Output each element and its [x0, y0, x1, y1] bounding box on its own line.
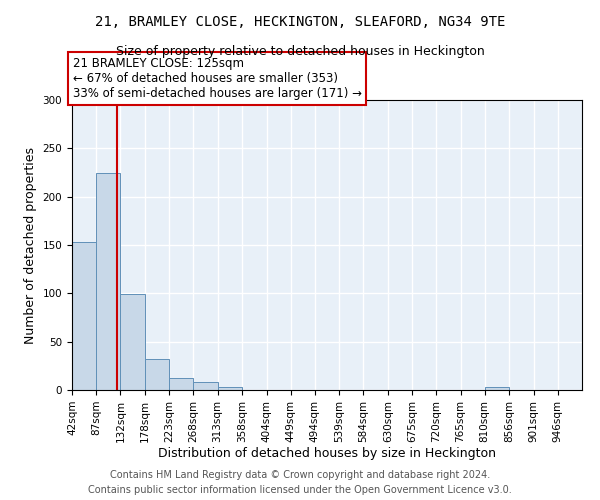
Bar: [218, 387, 242, 390]
Text: Contains public sector information licensed under the Open Government Licence v3: Contains public sector information licen…: [88, 485, 512, 495]
Text: 21 BRAMLEY CLOSE: 125sqm
← 67% of detached houses are smaller (353)
33% of semi-: 21 BRAMLEY CLOSE: 125sqm ← 67% of detach…: [73, 57, 362, 100]
Bar: [169, 378, 193, 390]
Bar: [485, 387, 509, 390]
Text: Size of property relative to detached houses in Heckington: Size of property relative to detached ho…: [116, 45, 484, 58]
X-axis label: Distribution of detached houses by size in Heckington: Distribution of detached houses by size …: [158, 448, 496, 460]
Bar: [121, 294, 145, 390]
Y-axis label: Number of detached properties: Number of detached properties: [24, 146, 37, 344]
Bar: [96, 172, 121, 390]
Bar: [193, 382, 218, 390]
Bar: [145, 359, 169, 390]
Text: Contains HM Land Registry data © Crown copyright and database right 2024.: Contains HM Land Registry data © Crown c…: [110, 470, 490, 480]
Bar: [72, 242, 96, 390]
Text: 21, BRAMLEY CLOSE, HECKINGTON, SLEAFORD, NG34 9TE: 21, BRAMLEY CLOSE, HECKINGTON, SLEAFORD,…: [95, 15, 505, 29]
